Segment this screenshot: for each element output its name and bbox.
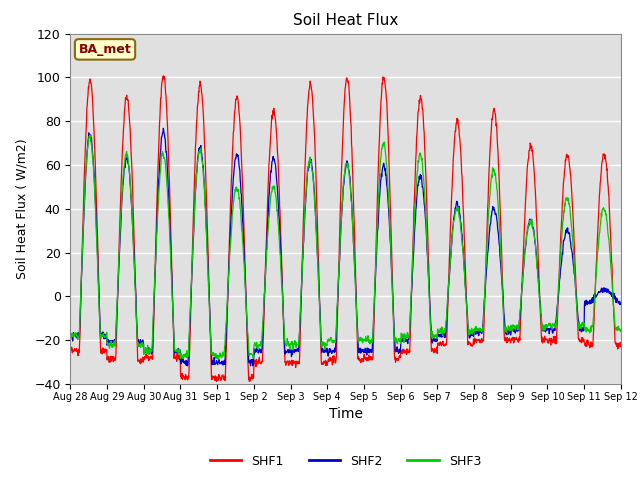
SHF2 (504, 327, 511, 333)
SHF1 (432, 348, 440, 354)
SHF3 (617, 326, 625, 332)
SHF2 (617, 300, 625, 306)
SHF2 (189, 239, 197, 244)
X-axis label: Time: Time (328, 407, 363, 421)
SHF2 (249, 363, 257, 369)
Title: Soil Heat Flux: Soil Heat Flux (293, 13, 398, 28)
Y-axis label: Soil Heat Flux ( W/m2): Soil Heat Flux ( W/m2) (16, 139, 29, 279)
SHF3 (214, 356, 222, 362)
SHF1 (252, 360, 259, 366)
SHF3 (432, 332, 440, 337)
SHF1 (67, 345, 74, 351)
SHF1 (159, 73, 167, 79)
SHF1 (176, 357, 184, 362)
SHF1 (552, 341, 560, 347)
SHF3 (86, 132, 93, 138)
SHF2 (176, 347, 184, 353)
Text: BA_met: BA_met (79, 43, 131, 56)
SHF1 (504, 339, 511, 345)
SHF3 (67, 334, 74, 340)
SHF3 (176, 346, 184, 352)
SHF3 (189, 234, 197, 240)
Line: SHF1: SHF1 (70, 76, 621, 382)
SHF2 (552, 316, 560, 322)
SHF1 (189, 220, 197, 226)
SHF3 (504, 326, 511, 332)
SHF2 (67, 333, 74, 338)
SHF3 (252, 341, 259, 347)
Line: SHF3: SHF3 (70, 135, 621, 359)
SHF2 (159, 125, 167, 131)
SHF3 (552, 322, 560, 327)
SHF2 (252, 348, 259, 354)
Line: SHF2: SHF2 (70, 128, 621, 366)
SHF2 (432, 336, 440, 342)
SHF1 (617, 339, 625, 345)
Legend: SHF1, SHF2, SHF3: SHF1, SHF2, SHF3 (205, 450, 486, 473)
SHF1 (246, 379, 253, 384)
